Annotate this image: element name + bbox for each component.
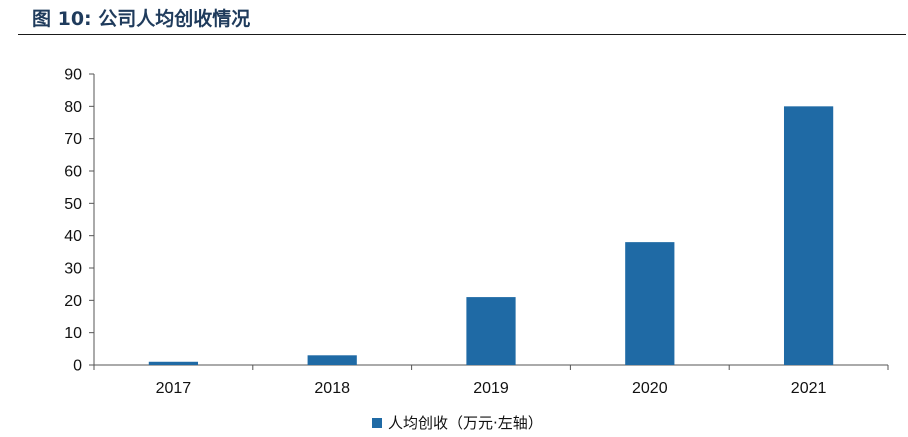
legend-label: 人均创收（万元·左轴） bbox=[388, 414, 543, 432]
y-tick-label: 0 bbox=[73, 358, 82, 375]
legend: 人均创收（万元·左轴） bbox=[372, 412, 543, 433]
y-tick-label: 80 bbox=[64, 99, 82, 116]
x-axis: 2017 2018 2019 2020 2021 bbox=[93, 364, 889, 397]
bar-2020 bbox=[625, 242, 675, 365]
bar-2018 bbox=[307, 355, 357, 365]
y-tick-label: 90 bbox=[64, 67, 82, 84]
y-tick-label: 10 bbox=[64, 325, 82, 342]
title-divider bbox=[18, 34, 906, 35]
bar-2017 bbox=[148, 361, 199, 365]
y-tick-label: 20 bbox=[64, 293, 82, 310]
bar-2019 bbox=[466, 297, 516, 365]
figure-title-text: 公司人均创收情况 bbox=[98, 8, 251, 30]
y-tick-label: 60 bbox=[64, 164, 82, 181]
y-tick-label: 50 bbox=[64, 196, 82, 213]
figure-title: 图 10: 公司人均创收情况 bbox=[32, 4, 250, 31]
x-tick-label: 2020 bbox=[632, 380, 668, 397]
x-tick-label: 2018 bbox=[314, 380, 350, 397]
y-tick-label: 30 bbox=[64, 261, 82, 278]
bar-series bbox=[148, 106, 834, 365]
y-tick-label: 70 bbox=[64, 131, 82, 148]
x-tick-label: 2017 bbox=[156, 380, 192, 397]
x-tick-label: 2021 bbox=[791, 380, 827, 397]
y-tick-label: 40 bbox=[64, 228, 82, 245]
bar-2021 bbox=[783, 106, 834, 365]
legend-swatch bbox=[372, 417, 382, 428]
y-axis: 0 10 20 30 40 50 60 70 80 90 bbox=[64, 67, 95, 375]
figure-label: 图 10: bbox=[32, 8, 92, 30]
x-tick-label: 2019 bbox=[473, 380, 509, 397]
